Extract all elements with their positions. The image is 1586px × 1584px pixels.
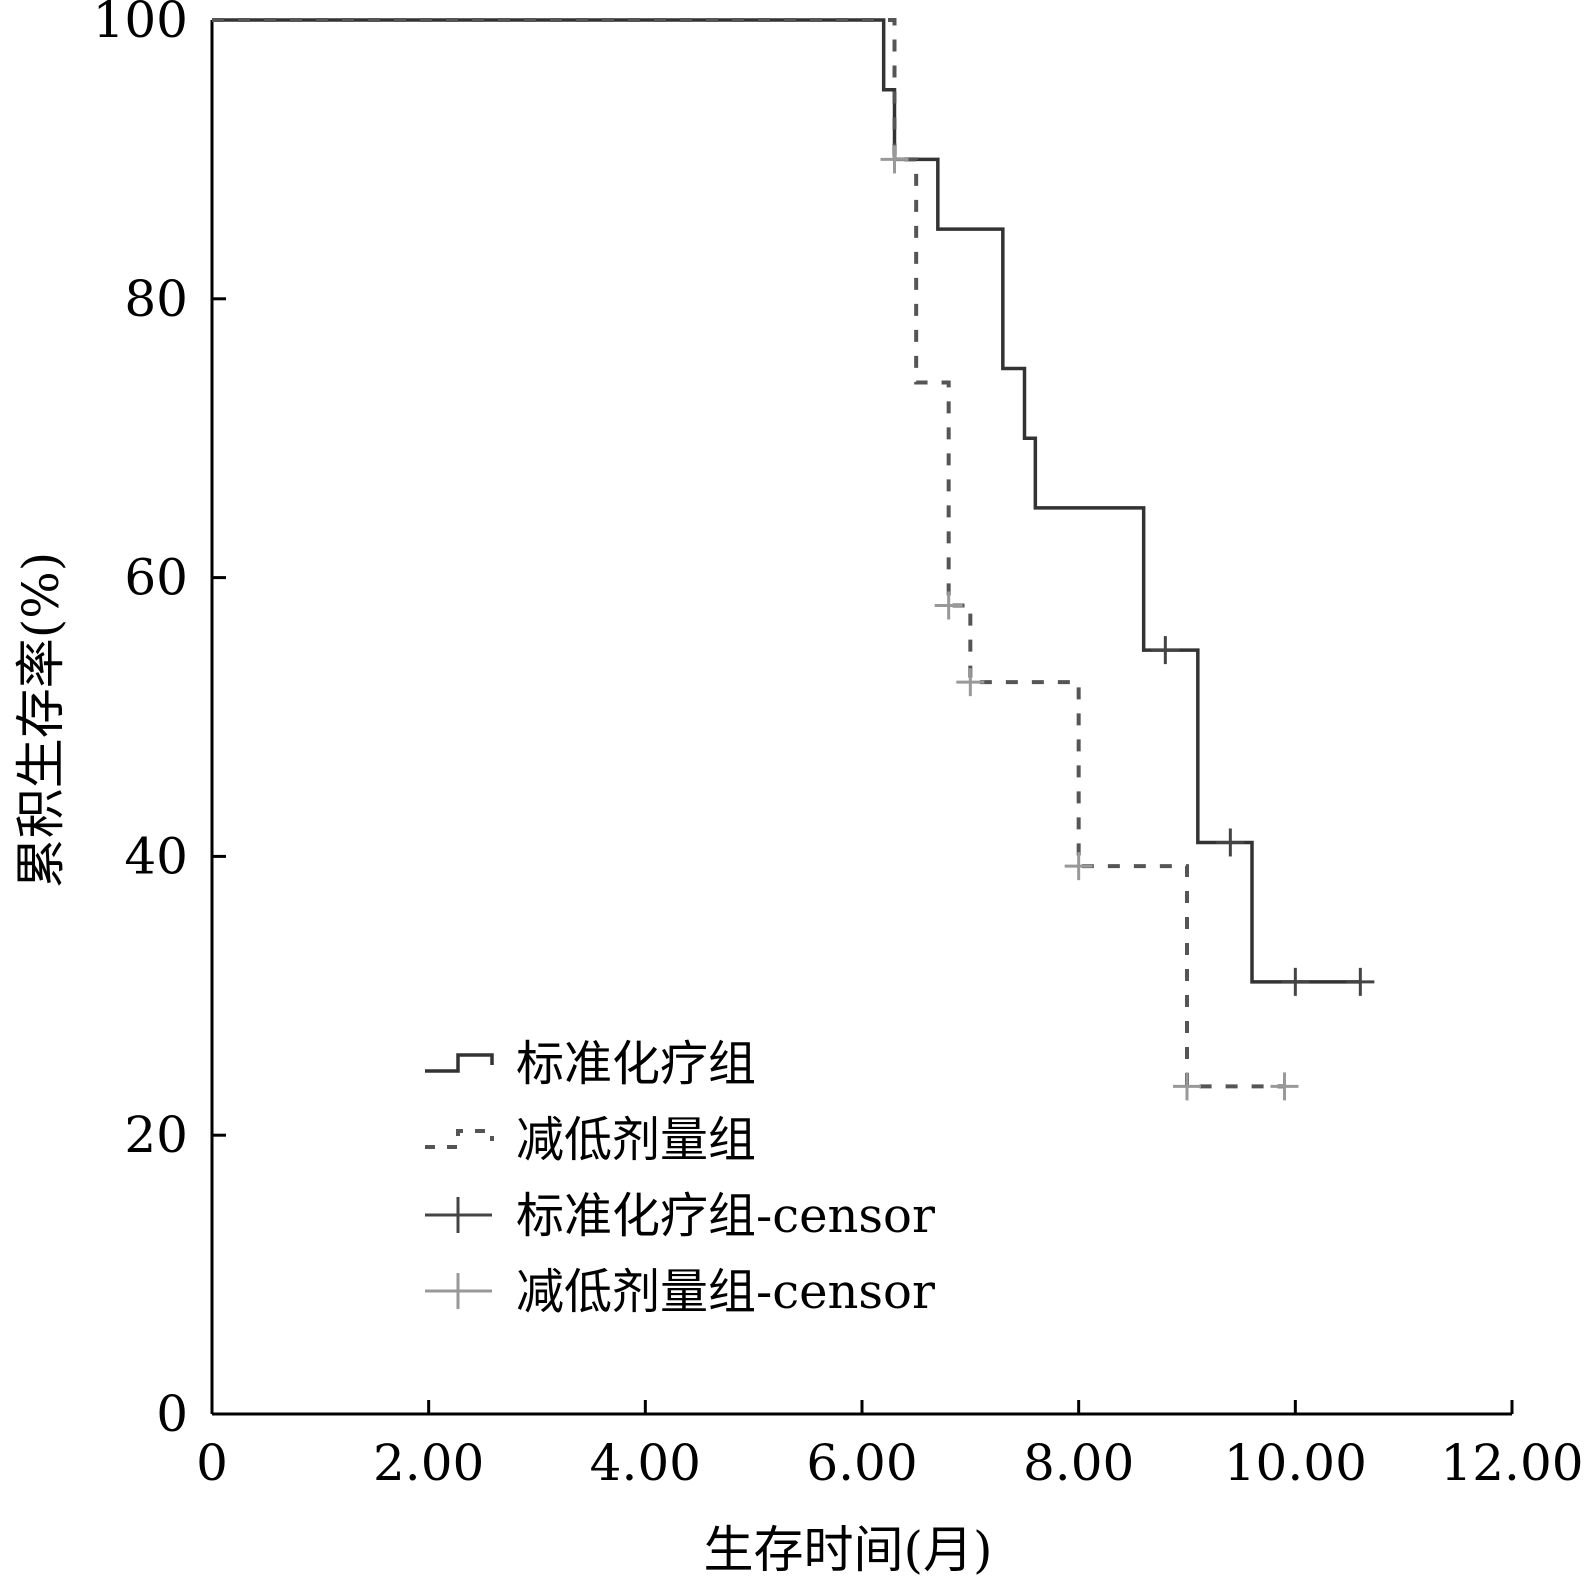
legend-label: 标准化疗组 <box>516 1036 756 1092</box>
y-tick-label: 80 <box>124 270 188 328</box>
legend-label: 标准化疗组-censor <box>516 1188 935 1244</box>
censor-mark-0 <box>1346 967 1375 996</box>
series-line-1 <box>212 18 1285 1089</box>
legend-label: 减低剂量组 <box>516 1112 756 1168</box>
legend-item-1: 减低剂量组 <box>425 1112 756 1168</box>
censor-mark-1 <box>1064 852 1093 881</box>
x-axis-title: 生存时间(月) <box>703 1521 992 1579</box>
censor-mark-1 <box>880 145 909 174</box>
x-tick-label: 12.00 <box>1440 1434 1583 1492</box>
censor-mark-1 <box>1173 1072 1201 1101</box>
legend-item-0: 标准化疗组 <box>425 1036 756 1092</box>
legend-item-3: 减低剂量组-censor <box>425 1264 935 1320</box>
y-tick-label: 40 <box>124 827 188 885</box>
x-tick-label: 4.00 <box>590 1434 701 1492</box>
series-layer <box>212 18 1361 1089</box>
legend-swatch <box>425 1197 492 1233</box>
censor-mark-1 <box>956 668 985 697</box>
censor-mark-0 <box>1281 967 1310 996</box>
series-line-0 <box>212 18 1361 984</box>
y-tick-label: 0 <box>156 1385 188 1443</box>
legend-label: 减低剂量组-censor <box>516 1264 935 1320</box>
y-tick-label: 20 <box>124 1106 188 1164</box>
censor-mark-0 <box>1216 828 1245 857</box>
y-tick-label: 60 <box>124 549 188 607</box>
x-tick-label: 6.00 <box>806 1434 917 1492</box>
x-tick-label: 0 <box>196 1434 228 1492</box>
legend-item-2: 标准化疗组-censor <box>425 1188 935 1244</box>
censor-mark-1 <box>1270 1072 1299 1101</box>
x-tick-label: 2.00 <box>373 1434 484 1492</box>
censor-mark-1 <box>934 591 963 620</box>
legend-swatch <box>425 1129 494 1149</box>
legend-swatch <box>425 1053 494 1073</box>
axes: 0 2.00 4.00 6.00 8.00 10.00 12.00 0 20 40 60 80 100 <box>93 0 1584 1492</box>
x-tick-label: 10.00 <box>1224 1434 1367 1492</box>
y-axis-title: 累积生存率(%) <box>12 552 70 889</box>
y-tick-label: 100 <box>93 0 188 49</box>
legend-swatch <box>425 1273 492 1309</box>
x-tick-label: 8.00 <box>1023 1434 1134 1492</box>
censor-layer <box>880 145 1375 1101</box>
censor-mark-0 <box>1151 636 1180 665</box>
